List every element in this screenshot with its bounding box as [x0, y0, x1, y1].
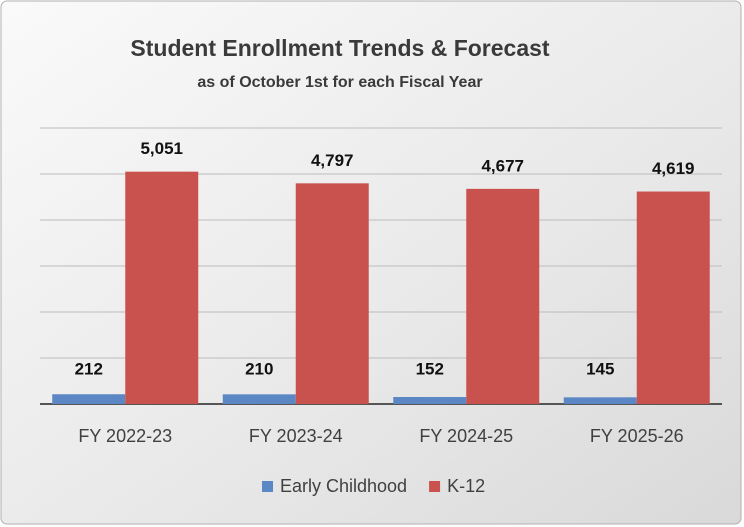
chart-subtitle: as of October 1st for each Fiscal Year — [197, 74, 482, 91]
bar — [295, 183, 369, 404]
bar — [393, 397, 467, 404]
bar — [466, 188, 540, 404]
legend-label: Early Childhood — [280, 476, 407, 496]
x-tick-label: FY 2024-25 — [419, 426, 513, 446]
data-label: 210 — [245, 359, 273, 378]
x-tick-label: FY 2023-24 — [249, 426, 343, 446]
data-label: 145 — [586, 359, 614, 378]
x-tick-label: FY 2022-23 — [78, 426, 172, 446]
data-label: 4,677 — [481, 156, 524, 175]
bar — [52, 394, 126, 404]
bar — [636, 191, 710, 404]
legend-label: K-12 — [447, 476, 485, 496]
legend-swatch — [429, 481, 441, 492]
bar — [563, 397, 637, 404]
data-label: 4,797 — [311, 151, 354, 170]
data-label: 5,051 — [140, 139, 183, 158]
chart-title: Student Enrollment Trends & Forecast — [130, 35, 550, 61]
data-label: 152 — [416, 359, 444, 378]
x-tick-label: FY 2025-26 — [590, 426, 684, 446]
bar — [125, 171, 199, 404]
bar — [222, 394, 296, 404]
data-label: 212 — [75, 359, 103, 378]
legend-swatch — [262, 481, 273, 492]
data-label: 4,619 — [652, 159, 695, 178]
